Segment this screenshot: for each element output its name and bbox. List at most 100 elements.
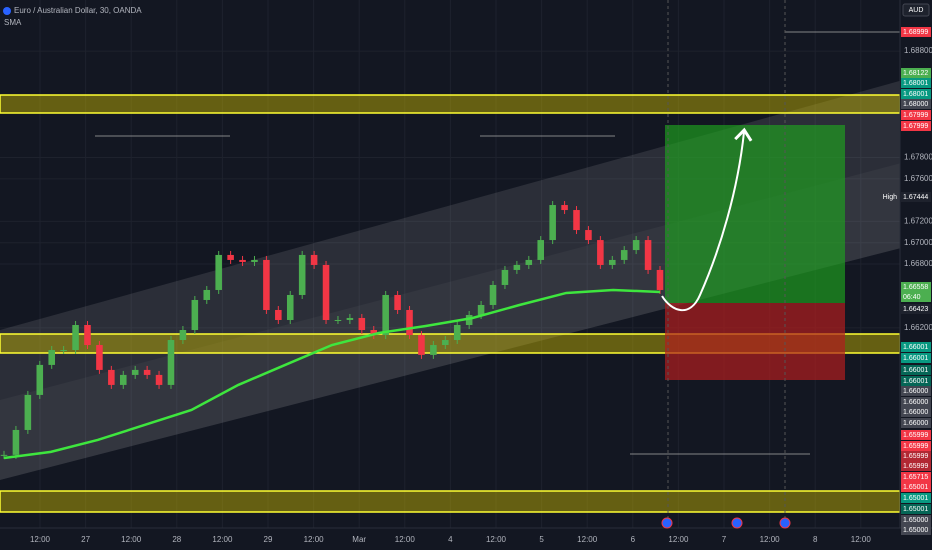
candle <box>632 240 640 251</box>
x-tick-label: 12:00 <box>212 535 233 544</box>
chart-title: Euro / Australian Dollar, 30, OANDA <box>14 6 142 15</box>
x-tick-label: 12:00 <box>121 535 142 544</box>
x-tick-label: 12:00 <box>486 535 507 544</box>
y-tick-label: 1.68800 <box>904 46 932 55</box>
price-tag-label: 1.65999 <box>903 443 928 450</box>
x-tick-label: 29 <box>264 535 273 544</box>
price-tag-label: 1.67999 <box>903 112 928 119</box>
price-tag <box>901 493 931 503</box>
price-tag <box>901 472 931 482</box>
candle <box>394 294 401 310</box>
price-tag <box>901 397 931 407</box>
y-tick-label: 1.67000 <box>904 238 932 247</box>
x-tick-label: 8 <box>813 535 818 544</box>
candle <box>24 394 32 430</box>
price-tag-label: 1.66558 <box>903 284 928 291</box>
price-tag <box>901 78 931 88</box>
candle <box>430 345 437 355</box>
candle <box>143 369 151 375</box>
price-tag-label: 1.66001 <box>903 378 928 385</box>
candle <box>251 259 258 262</box>
candle <box>585 230 592 241</box>
price-tag <box>901 27 931 37</box>
candle <box>263 259 270 310</box>
price-tag <box>901 407 931 417</box>
price-tag <box>901 504 931 514</box>
price-tag-label: 1.65715 <box>903 474 928 481</box>
x-tick-label: 12:00 <box>577 535 598 544</box>
y-tick-label: 1.66200 <box>904 323 932 332</box>
x-tick-label: 28 <box>172 535 181 544</box>
price-tag <box>901 418 931 428</box>
candle <box>179 330 187 341</box>
candle <box>549 205 556 241</box>
price-tag-label: 1.65000 <box>903 517 928 524</box>
candle <box>525 259 533 265</box>
candle <box>167 340 175 385</box>
event-icon[interactable] <box>779 517 791 529</box>
price-tag <box>901 430 931 440</box>
candle <box>119 374 127 385</box>
y-tick-label: 1.66800 <box>904 259 932 268</box>
x-tick-label: 12:00 <box>395 535 416 544</box>
candle <box>477 304 485 315</box>
candle <box>203 289 211 300</box>
x-tick-label: 4 <box>448 535 453 544</box>
candle <box>370 330 378 336</box>
candle <box>644 240 652 270</box>
x-tick-label: 27 <box>81 535 90 544</box>
price-tag-label: 1.66001 <box>903 355 928 362</box>
candle <box>465 314 473 325</box>
x-tick-label: 5 <box>539 535 544 544</box>
price-tag-label: 06:40 <box>903 294 921 301</box>
price-tag <box>901 342 931 352</box>
candle <box>442 340 449 346</box>
price-tag <box>901 110 931 120</box>
high-label: High <box>883 194 898 201</box>
event-icon[interactable] <box>731 517 743 529</box>
price-tag-label: 1.67999 <box>903 123 928 130</box>
candle <box>60 350 67 352</box>
price-tag-label: 1.66000 <box>903 420 928 427</box>
price-tag-label: 1.68122 <box>903 70 928 77</box>
price-tag <box>901 515 931 525</box>
price-tag <box>901 282 931 292</box>
x-tick-label: 12:00 <box>304 535 325 544</box>
currency-box <box>902 3 930 17</box>
price-tag-label: 1.68001 <box>903 91 928 98</box>
price-tag-label: 1.66000 <box>903 409 928 416</box>
price-tag <box>901 68 931 78</box>
candle <box>191 299 199 330</box>
price-tag-label: 1.65001 <box>903 506 928 513</box>
candle <box>298 254 306 295</box>
event-icon[interactable] <box>661 517 673 529</box>
candle <box>358 317 366 330</box>
price-tag-label: 1.65001 <box>903 484 928 491</box>
stop-zone <box>665 303 845 380</box>
candle <box>310 254 318 265</box>
candle <box>0 454 8 456</box>
price-tag <box>901 376 931 386</box>
zone <box>0 490 901 513</box>
symbol-icon <box>3 7 11 15</box>
candle <box>108 369 115 385</box>
price-tag <box>901 461 931 471</box>
price-tag <box>901 304 931 314</box>
price-tag <box>901 365 931 375</box>
x-tick-label: 7 <box>722 535 727 544</box>
candle <box>286 294 294 320</box>
price-tag <box>901 525 931 535</box>
candle <box>453 324 461 341</box>
x-tick-label: 12:00 <box>851 535 872 544</box>
price-tag-label: 1.68000 <box>903 101 928 108</box>
x-tick-label: 12:00 <box>30 535 51 544</box>
candle <box>346 317 354 320</box>
candle <box>215 254 222 290</box>
price-tag-label: 1.65999 <box>903 453 928 460</box>
candle <box>537 240 545 260</box>
price-tag-label: 1.65000 <box>903 527 928 534</box>
candle <box>382 294 389 336</box>
x-tick-label: 6 <box>631 535 636 544</box>
price-tag <box>901 192 931 202</box>
